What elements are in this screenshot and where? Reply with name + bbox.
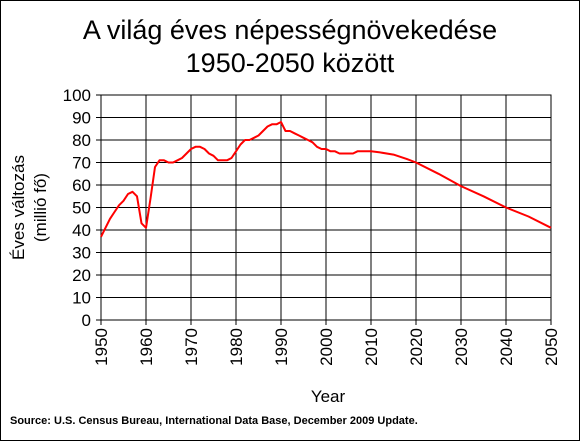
x-tick-label: 2050 [542, 328, 561, 366]
chart-title: A világ éves népességnövekedése 1950-205… [82, 15, 498, 78]
x-tick-label: 1980 [227, 328, 246, 366]
y-tick-label: 60 [72, 176, 91, 195]
x-tick-label: 1970 [182, 328, 201, 366]
x-tick-label: 2030 [452, 328, 471, 366]
x-tick-label: 1960 [137, 328, 156, 366]
series-line [100, 121, 552, 238]
y-tick-label: 0 [82, 311, 91, 330]
y-tick-label: 100 [63, 86, 91, 105]
y-tick-label: 30 [72, 244, 91, 263]
grid [100, 94, 552, 321]
y-tick-label: 50 [72, 199, 91, 218]
y-tick-label: 40 [72, 221, 91, 240]
x-tick-label: 2010 [362, 328, 381, 366]
x-tick-label: 1990 [272, 328, 291, 366]
x-tick-label: 2040 [497, 328, 516, 366]
y-axis-title-line1: Éves változás [9, 155, 28, 260]
x-tick-label: 2020 [407, 328, 426, 366]
x-axis-title: Year [311, 387, 346, 406]
source-note: Source: U.S. Census Bureau, Internationa… [10, 415, 418, 427]
x-tick-label: 2000 [317, 328, 336, 366]
y-tick-label: 70 [72, 154, 91, 173]
y-tick-label: 10 [72, 289, 91, 308]
y-tick-label: 20 [72, 266, 91, 285]
y-axis-title-line2: (millió fő) [31, 173, 50, 242]
x-tick-label: 1950 [92, 328, 111, 366]
y-tick-label: 90 [72, 109, 91, 128]
y-tick-label: 80 [72, 131, 91, 150]
